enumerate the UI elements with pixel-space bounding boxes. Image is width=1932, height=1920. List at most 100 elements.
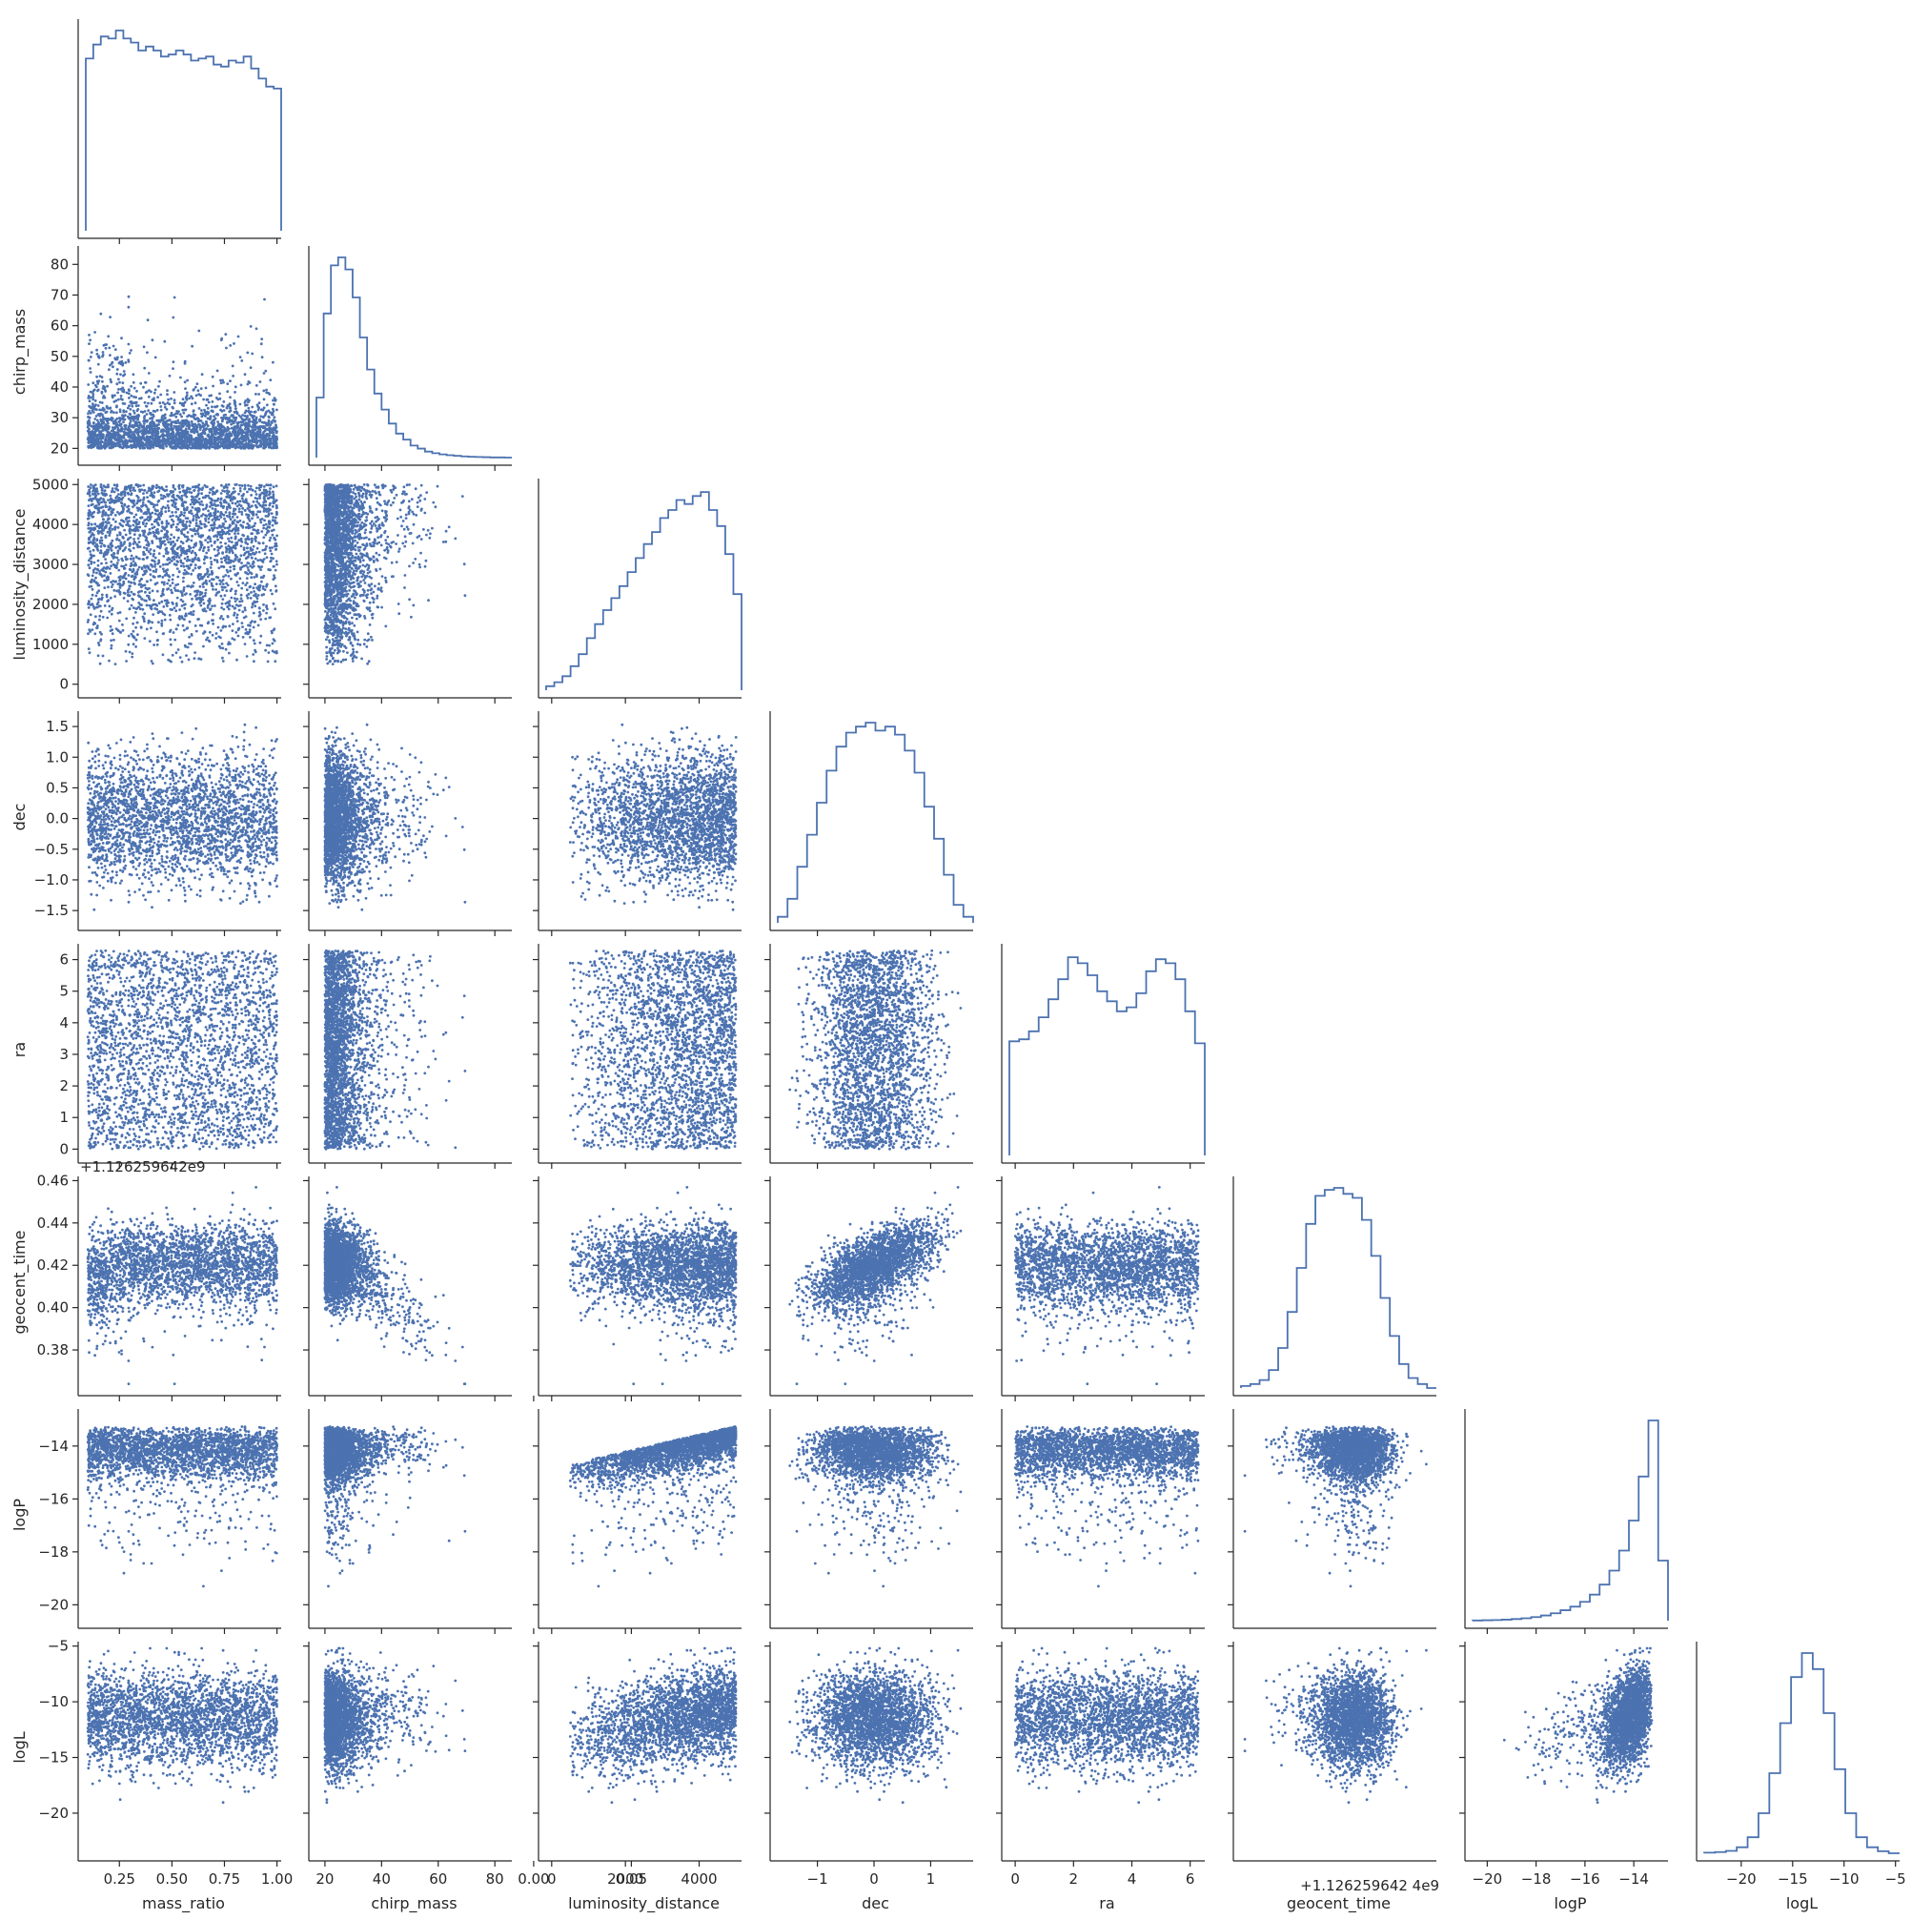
point [129,422,132,425]
point [220,381,223,384]
point [275,504,278,507]
point [149,447,152,450]
point [242,419,245,421]
point [176,439,179,441]
histogram-chirp_mass [316,257,512,458]
point [244,399,247,402]
point [173,432,175,435]
point [226,390,229,393]
point [179,413,182,416]
point [97,363,100,366]
point [148,372,151,375]
point [87,424,90,427]
point [267,392,270,395]
point [206,439,209,441]
point [183,446,186,449]
point [225,347,228,350]
point [258,419,261,421]
point [117,378,120,380]
point [216,370,219,373]
point [207,407,210,410]
point [188,445,191,448]
point [258,401,261,404]
point [140,411,143,414]
point [139,382,142,385]
point [147,318,150,321]
point [114,514,117,517]
point [128,360,131,363]
point [275,440,277,443]
point [246,352,249,355]
point [222,608,225,611]
point [210,440,213,443]
point [121,360,124,363]
point [144,401,147,404]
point [162,442,165,445]
point [96,353,99,356]
point [263,421,266,424]
point [116,392,119,395]
point [229,379,232,382]
point [146,446,149,449]
y-tick-label: 70 [51,286,69,303]
point [110,378,112,381]
point [212,423,214,426]
point [115,406,118,409]
point [134,401,137,404]
point [232,375,234,378]
point [212,385,214,388]
point [101,440,104,443]
point [205,404,208,407]
point [236,425,239,428]
point [269,411,272,414]
point [118,440,121,443]
point [272,361,275,364]
point [248,423,251,426]
point [237,336,240,338]
point [93,404,96,407]
point [259,380,262,383]
point [146,405,149,408]
point [186,379,189,382]
point [271,420,274,423]
point [130,431,132,434]
point [234,399,236,402]
point [133,445,136,448]
point [117,444,120,447]
point [227,444,230,447]
point [249,444,252,447]
point [275,398,277,401]
point [114,434,117,437]
point [96,390,99,393]
point [165,439,168,441]
point [100,423,103,426]
point [191,598,193,601]
point [183,422,186,425]
point [101,376,104,378]
point [118,381,121,384]
point [173,391,175,394]
point [156,433,159,436]
point [125,361,128,364]
point [108,425,111,428]
point [87,441,90,444]
point [121,390,124,393]
point [128,446,131,449]
point [110,380,112,383]
point [232,365,234,368]
point [254,411,257,414]
point [154,357,157,359]
point [98,426,101,429]
point [147,402,150,405]
plot-grid: 20304050607080010002000300040005000−1.5−… [10,19,1906,1913]
point [145,391,148,394]
point [91,351,93,354]
point [121,446,124,449]
point [245,431,248,434]
point [95,385,98,388]
point [163,340,166,343]
point [219,398,222,400]
point [108,347,111,350]
point [234,439,237,441]
point [99,313,102,316]
